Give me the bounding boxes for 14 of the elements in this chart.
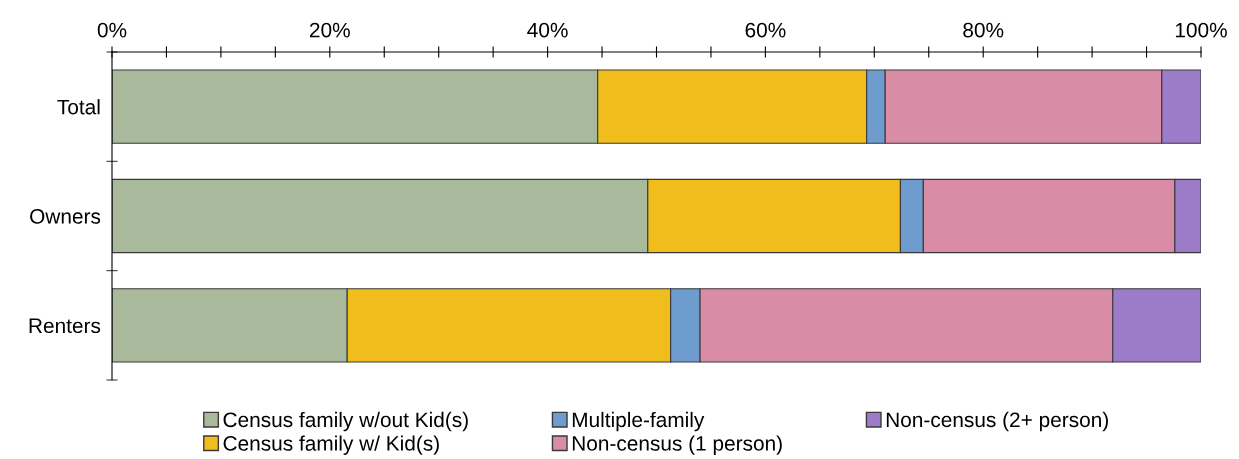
y-tick-label: Total bbox=[57, 99, 100, 115]
x-tick-label: 60% bbox=[745, 22, 786, 38]
legend-label: Census family w/out Kid(s) bbox=[223, 411, 468, 432]
x-tick-label: 80% bbox=[963, 22, 1004, 38]
x-tick-label: 40% bbox=[527, 22, 568, 38]
x-tick-label: 0% bbox=[97, 22, 127, 38]
x-tick-label: 100% bbox=[1175, 22, 1227, 38]
y-tick-label: Renters bbox=[29, 318, 101, 334]
y-tick-label: Owners bbox=[30, 209, 101, 224]
legend-label: Census family w/ Kid(s) bbox=[223, 435, 439, 455]
legend-label: Non-census (1 person) bbox=[572, 435, 782, 455]
legend-label: Multiple-family bbox=[572, 411, 705, 432]
legend-label: Non-census (2+ person) bbox=[886, 411, 1108, 432]
x-tick-label: 20% bbox=[310, 22, 350, 38]
